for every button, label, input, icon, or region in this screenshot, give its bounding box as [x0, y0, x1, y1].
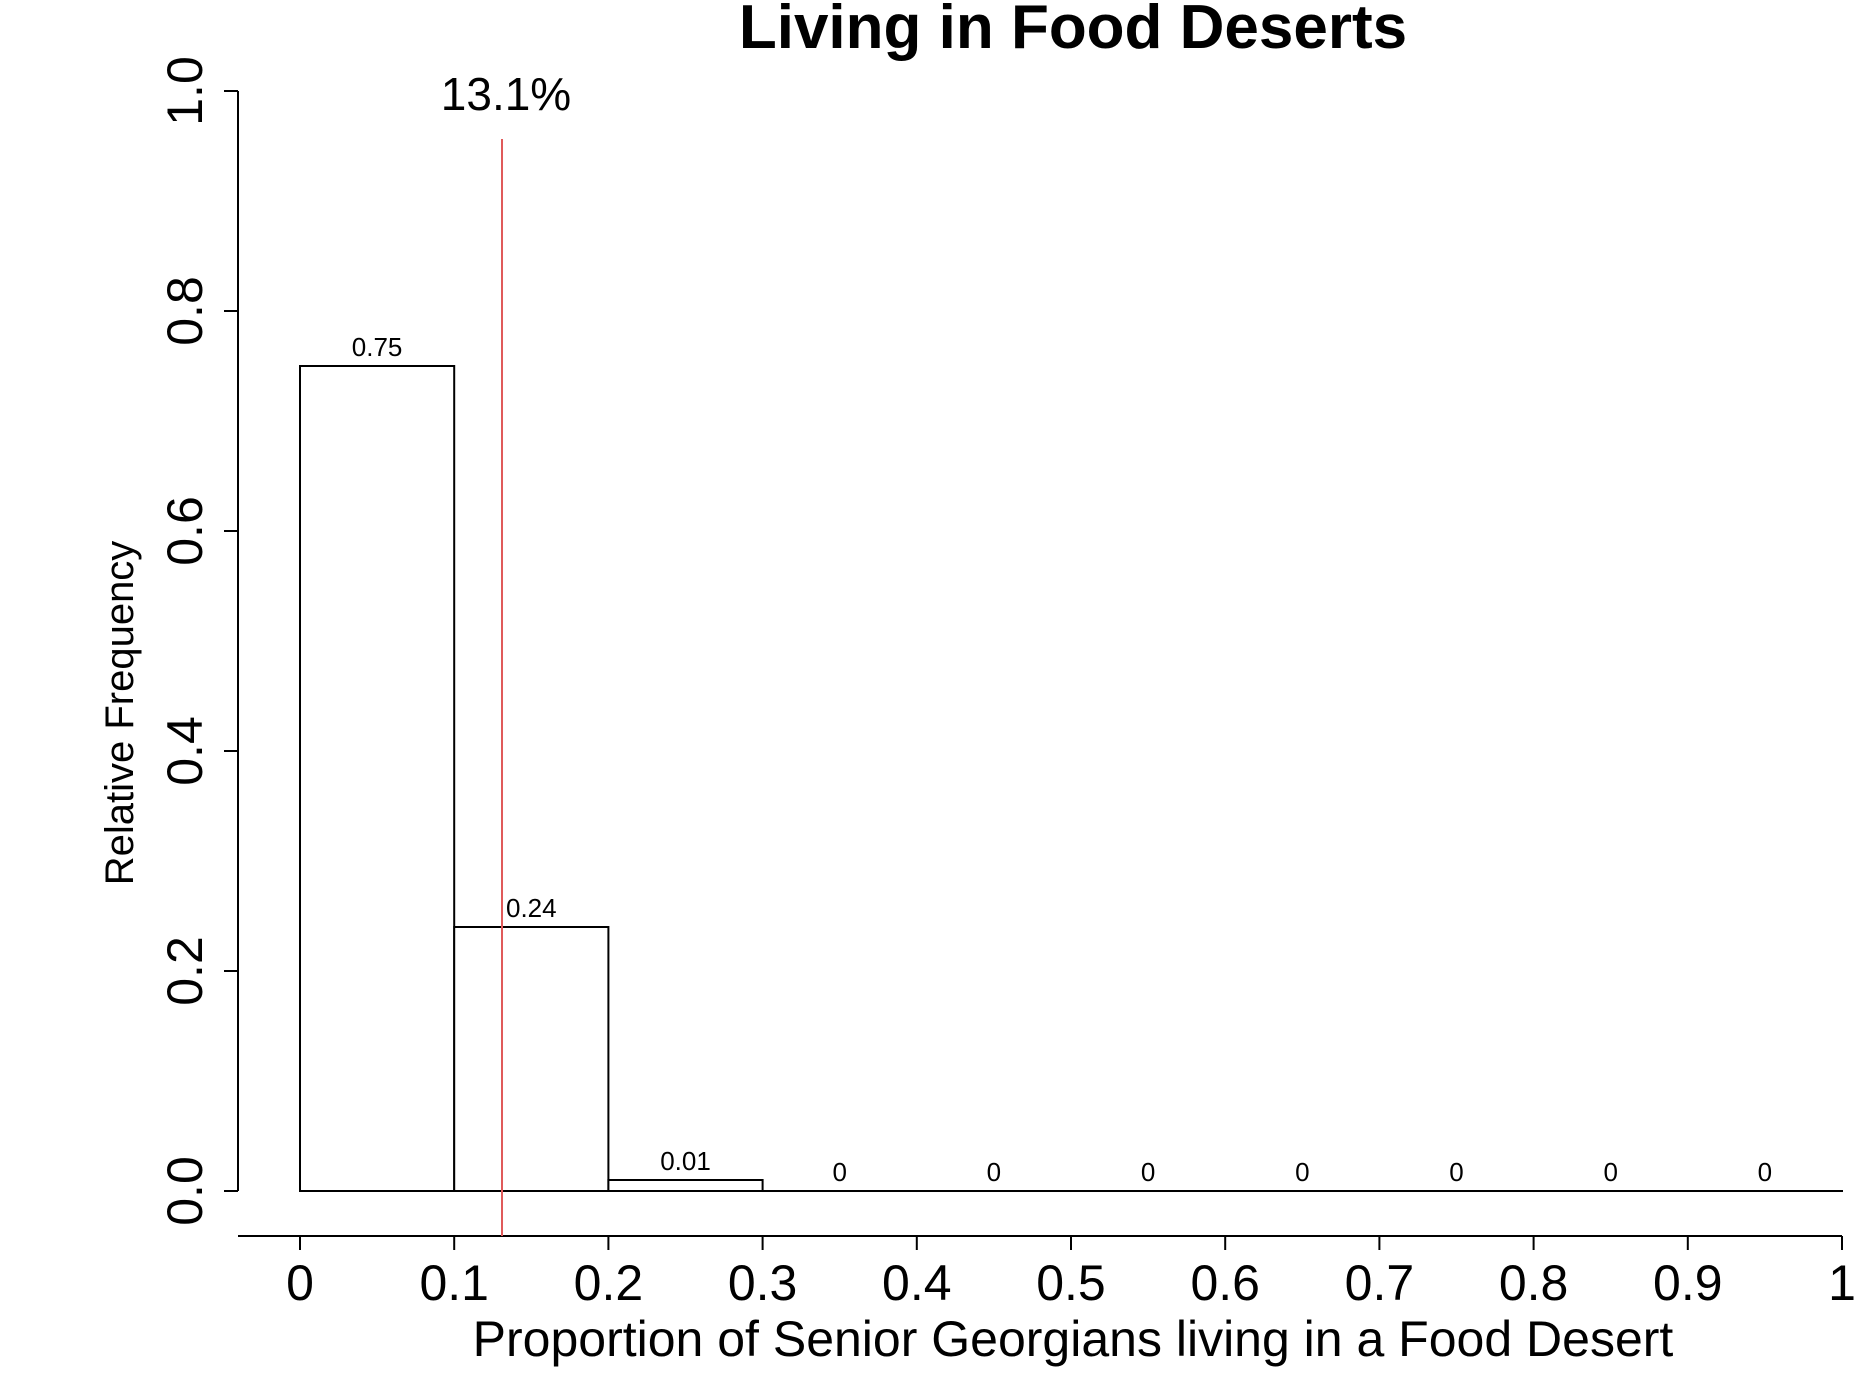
value-label: 0: [1603, 1157, 1617, 1187]
x-tick-label: 0.7: [1345, 1255, 1415, 1311]
value-label: 0: [987, 1157, 1001, 1187]
x-axis-label: Proportion of Senior Georgians living in…: [473, 1311, 1674, 1367]
chart-title: Living in Food Deserts: [739, 0, 1407, 62]
x-tick-label: 0.6: [1190, 1255, 1260, 1311]
x-tick-label: 1: [1828, 1255, 1856, 1311]
value-label: 0.75: [352, 332, 403, 362]
value-label: 0: [1449, 1157, 1463, 1187]
x-tick-label: 0.3: [728, 1255, 798, 1311]
y-tick-label: 0.6: [157, 496, 213, 566]
value-label: 0: [1758, 1157, 1772, 1187]
value-label: 0: [1295, 1157, 1309, 1187]
x-tick-label: 0.2: [574, 1255, 644, 1311]
y-tick-label: 0.2: [157, 936, 213, 1006]
x-tick-label: 0.8: [1499, 1255, 1569, 1311]
value-label: 0.24: [506, 893, 557, 923]
value-label: 0: [832, 1157, 846, 1187]
value-label: 0: [1141, 1157, 1155, 1187]
reference-label: 13.1%: [441, 68, 571, 120]
x-tick-label: 0.9: [1653, 1255, 1723, 1311]
x-tick-label: 0.4: [882, 1255, 952, 1311]
bar: [299, 365, 456, 1192]
x-tick-label: 0.1: [419, 1255, 489, 1311]
y-tick-label: 0.8: [157, 276, 213, 346]
x-tick-label: 0.5: [1036, 1255, 1106, 1311]
bar: [453, 926, 610, 1192]
bar: [607, 1179, 764, 1192]
y-tick-label: 0.0: [157, 1156, 213, 1226]
y-axis-label: Relative Frequency: [98, 541, 142, 886]
x-tick-label: 0: [286, 1255, 314, 1311]
y-tick-label: 0.4: [157, 716, 213, 786]
value-label: 0.01: [660, 1146, 711, 1176]
y-tick-label: 1.0: [157, 56, 213, 126]
